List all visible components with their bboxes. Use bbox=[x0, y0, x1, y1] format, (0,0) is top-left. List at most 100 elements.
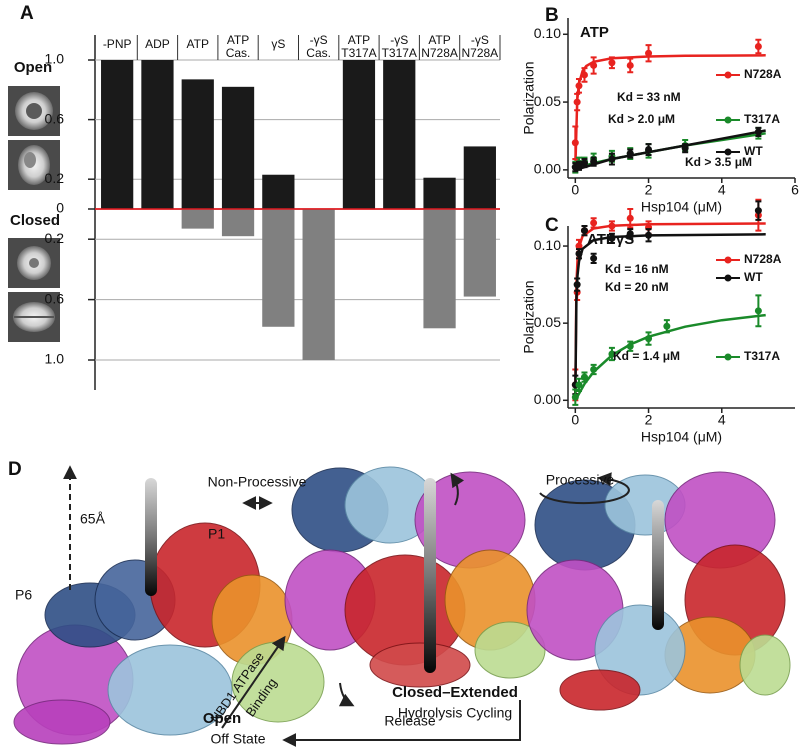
y-tick-label: 0.05 bbox=[534, 314, 561, 330]
legend-label: N728A bbox=[744, 67, 782, 81]
y-tick-label: 0.00 bbox=[534, 161, 561, 177]
y-axis-label: Polarization bbox=[521, 280, 537, 353]
annotation: Kd = 1.4 μM bbox=[613, 349, 680, 363]
state-subtitle: Hydrolysis Cycling bbox=[398, 705, 512, 721]
data-point bbox=[645, 146, 653, 154]
bar bbox=[423, 177, 456, 209]
y-tick-label: 1.0 bbox=[45, 351, 65, 367]
panel-label: B bbox=[545, 5, 559, 26]
bar bbox=[262, 209, 295, 327]
x-tick-label: ADP bbox=[145, 37, 170, 51]
x-tick-label: -γS bbox=[390, 33, 408, 47]
state-label: Closed–Extended bbox=[392, 684, 518, 701]
data-point bbox=[575, 250, 583, 258]
bar bbox=[463, 146, 496, 209]
data-point bbox=[608, 222, 616, 230]
y-tick-label: 1.0 bbox=[45, 51, 65, 67]
data-point bbox=[626, 214, 634, 222]
bar bbox=[262, 174, 295, 209]
data-point bbox=[575, 381, 583, 389]
legend-label: N728A bbox=[744, 252, 782, 266]
x-tick-label: 0 bbox=[571, 412, 579, 428]
data-point bbox=[590, 254, 598, 262]
data-point bbox=[575, 82, 583, 90]
data-point bbox=[754, 128, 762, 136]
structure-processive bbox=[526, 471, 791, 711]
data-point bbox=[590, 158, 598, 166]
x-tick-label: T317A bbox=[341, 46, 376, 60]
structure-closed-extended bbox=[284, 466, 546, 688]
data-point bbox=[573, 281, 581, 289]
data-point bbox=[580, 227, 588, 235]
data-point bbox=[575, 162, 583, 170]
state-label: Open bbox=[203, 710, 241, 727]
x-tick-label: N728A bbox=[461, 46, 498, 60]
data-point bbox=[754, 42, 762, 50]
x-tick-label: 6 bbox=[791, 182, 799, 198]
bar bbox=[302, 209, 335, 360]
x-tick-label: 0 bbox=[571, 182, 579, 198]
data-point bbox=[580, 159, 588, 167]
data-point bbox=[608, 350, 616, 358]
fit-line bbox=[574, 233, 766, 401]
bar bbox=[101, 60, 134, 209]
data-point bbox=[590, 219, 598, 227]
x-tick-label: N728A bbox=[421, 46, 458, 60]
x-tick-label: 4 bbox=[718, 412, 726, 428]
annotation: Kd > 3.5 μM bbox=[685, 155, 752, 169]
protomer-label: P1 bbox=[208, 526, 225, 542]
data-point bbox=[575, 242, 583, 250]
x-tick-label: -PNP bbox=[103, 37, 132, 51]
mode-label: Non-Processive bbox=[208, 474, 307, 490]
legend-label: T317A bbox=[744, 112, 780, 126]
x-axis-label: Hsp104 (μM) bbox=[641, 429, 722, 445]
x-tick-label: ATP bbox=[348, 33, 370, 47]
data-point bbox=[626, 230, 634, 238]
data-point bbox=[626, 150, 634, 158]
open-label: Open bbox=[14, 59, 52, 76]
closed-label: Closed bbox=[10, 212, 60, 229]
panel-label: A bbox=[20, 3, 34, 24]
x-tick-label: γS bbox=[271, 37, 285, 51]
distance-label: 65Å bbox=[80, 511, 106, 527]
data-point bbox=[754, 307, 762, 315]
data-point bbox=[645, 49, 653, 57]
data-point bbox=[608, 234, 616, 242]
data-point bbox=[580, 71, 588, 79]
x-tick-label: ATP bbox=[428, 33, 450, 47]
data-point bbox=[681, 144, 689, 152]
x-tick-label: Cas. bbox=[226, 46, 251, 60]
annotation: Kd = 20 nM bbox=[605, 280, 669, 294]
annotation: Kd = 33 nM bbox=[617, 90, 681, 104]
panel-label: D bbox=[8, 459, 22, 480]
x-tick-label: ATP bbox=[187, 37, 209, 51]
data-point bbox=[571, 139, 579, 147]
structure-open bbox=[13, 478, 325, 745]
legend-marker bbox=[724, 353, 732, 361]
x-tick-label: -γS bbox=[310, 33, 328, 47]
x-tick-label: Cas. bbox=[306, 46, 331, 60]
x-tick-label: 4 bbox=[718, 182, 726, 198]
data-point bbox=[626, 342, 634, 350]
legend-marker bbox=[724, 116, 732, 124]
diagram-arrows bbox=[63, 465, 630, 747]
bar bbox=[383, 60, 416, 209]
x-axis-label: Hsp104 (μM) bbox=[641, 199, 722, 215]
y-tick-label: 0.6 bbox=[45, 290, 65, 306]
bar bbox=[221, 209, 255, 237]
x-tick-label: ATP bbox=[227, 33, 249, 47]
data-point bbox=[590, 365, 598, 373]
data-point bbox=[754, 207, 762, 215]
y-tick-label: 0.05 bbox=[534, 93, 561, 109]
legend-label: WT bbox=[744, 144, 763, 158]
bar bbox=[141, 60, 174, 209]
bar bbox=[181, 209, 214, 229]
data-point bbox=[573, 98, 581, 106]
data-point bbox=[645, 231, 653, 239]
mode-label: Processive bbox=[546, 472, 615, 488]
data-point bbox=[608, 155, 616, 163]
state-subtitle: Off State bbox=[211, 731, 266, 747]
legend-marker bbox=[724, 148, 732, 156]
data-point bbox=[580, 373, 588, 381]
